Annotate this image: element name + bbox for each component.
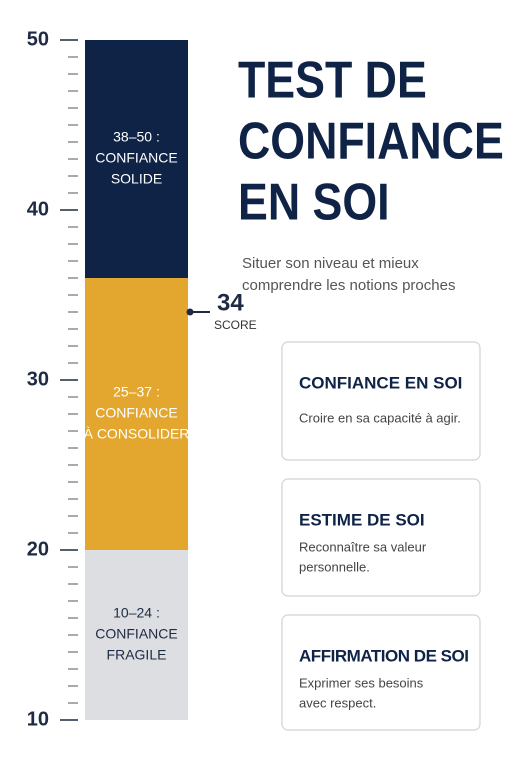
score-label: SCORE <box>214 318 257 332</box>
band-label: CONFIANCE <box>95 405 177 421</box>
band-label: SOLIDE <box>111 171 162 187</box>
band-label: CONFIANCE <box>95 626 177 642</box>
band <box>85 278 188 550</box>
card-text: personnelle. <box>299 559 370 574</box>
y-tick-label: 20 <box>27 538 49 560</box>
card-title: ESTIME DE SOI <box>299 510 425 529</box>
card <box>281 614 481 731</box>
band-label: 25–37 : <box>113 384 160 400</box>
card-title: AFFIRMATION DE SOI <box>299 646 469 665</box>
band-label: À CONSOLIDER <box>84 426 190 442</box>
band-label: 10–24 : <box>113 605 160 621</box>
title-line: TEST DE <box>238 52 427 110</box>
card <box>281 478 481 597</box>
band-label: 38–50 : <box>113 129 160 145</box>
band <box>85 550 188 720</box>
subtitle-line: Situer son niveau et mieux <box>242 255 419 272</box>
card-text: avec respect. <box>299 695 376 710</box>
y-tick-label: 30 <box>27 368 49 390</box>
y-tick-label: 40 <box>27 198 49 220</box>
title-line: EN SOI <box>238 174 390 232</box>
card-title: CONFIANCE EN SOI <box>299 373 462 392</box>
score-value: 34 <box>217 289 244 316</box>
band <box>85 40 188 278</box>
card-text: Croire en sa capacité à agir. <box>299 410 461 425</box>
band-label: FRAGILE <box>107 647 167 663</box>
subtitle-line: comprendre les notions proches <box>242 277 455 294</box>
title-line: CONFIANCE <box>238 113 504 171</box>
card <box>281 341 481 461</box>
y-tick-label: 50 <box>27 28 49 50</box>
card-text: Exprimer ses besoins <box>299 675 424 690</box>
y-tick-label: 10 <box>27 708 49 730</box>
band-label: CONFIANCE <box>95 150 177 166</box>
card-text: Reconnaître sa valeur <box>299 539 427 554</box>
